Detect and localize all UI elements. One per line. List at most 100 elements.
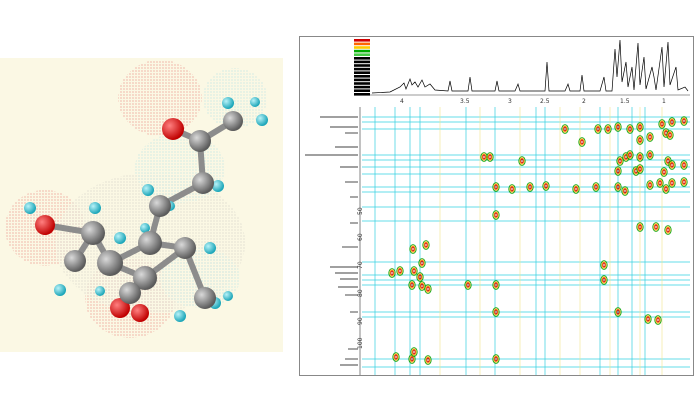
peak-outer — [572, 184, 580, 194]
peak-inner — [668, 132, 672, 138]
peak-inner — [666, 227, 670, 233]
peak-mid — [465, 281, 471, 289]
peak-inner — [682, 179, 686, 185]
peak-outer — [600, 260, 608, 270]
peak-inner — [664, 186, 668, 192]
peak-mid — [519, 157, 525, 165]
peak-mid — [493, 183, 499, 191]
peak-mid — [637, 123, 643, 131]
y-tick: 50 — [357, 207, 364, 215]
peak-inner — [544, 183, 548, 189]
peak-inner — [628, 126, 632, 132]
peak-inner — [494, 309, 498, 315]
peak-mid — [667, 131, 673, 139]
peak-mid — [425, 285, 431, 293]
peak-outer — [396, 266, 404, 276]
peak-mid — [661, 168, 667, 176]
peak-inner — [638, 154, 642, 160]
peak-mid — [637, 223, 643, 231]
legend-swatch — [354, 75, 370, 78]
peak-mid — [543, 182, 549, 190]
peak-outer — [614, 182, 622, 192]
peak-outer — [668, 117, 676, 127]
x-tick: 1 — [662, 98, 666, 105]
peak-outer — [680, 177, 688, 187]
peak-inner — [606, 126, 610, 132]
peak-inner — [638, 224, 642, 230]
legend-swatch — [354, 46, 370, 49]
peak-mid — [593, 183, 599, 191]
peak-mid — [393, 353, 399, 361]
peak-inner — [660, 121, 664, 127]
peak-outer — [578, 137, 586, 147]
peak-inner — [390, 270, 394, 276]
peak-inner — [648, 134, 652, 140]
peak-mid — [615, 183, 621, 191]
peak-outer — [410, 347, 418, 357]
legend-swatch — [354, 82, 370, 85]
peak-outer — [654, 315, 662, 325]
peak-inner — [563, 126, 567, 132]
peak-outer — [422, 240, 430, 250]
peak-mid — [657, 179, 663, 187]
peak-mid — [615, 308, 621, 316]
peak-mid — [615, 167, 621, 175]
peak-outer — [542, 181, 550, 191]
peak-mid — [647, 181, 653, 189]
peak-inner — [420, 283, 424, 289]
peak-inner — [638, 124, 642, 130]
peak-outer — [492, 280, 500, 290]
peak-mid — [627, 151, 633, 159]
peak-outer — [526, 182, 534, 192]
peak-inner — [616, 309, 620, 315]
peak-mid — [627, 125, 633, 133]
peak-outer — [492, 354, 500, 364]
peak-mid — [669, 118, 675, 126]
molecule-3d-view[interactable] — [0, 58, 283, 352]
y-tick: 100 — [357, 337, 364, 349]
peak-outer — [636, 122, 644, 132]
peak-mid — [423, 241, 429, 249]
peak-inner — [670, 119, 674, 125]
nmr-2d-spectrum[interactable]: 4 3.5 3 2.5 2 1.5 1 — [299, 36, 694, 376]
peak-inner — [616, 184, 620, 190]
peak-inner — [510, 186, 514, 192]
peak-inner — [648, 152, 652, 158]
peak-inner — [646, 316, 650, 322]
peak-outer — [636, 135, 644, 145]
peak-mid — [487, 153, 493, 161]
peak-mid — [417, 273, 423, 281]
peak-outer — [518, 156, 526, 166]
peak-mid — [481, 153, 487, 161]
peak-outer — [614, 166, 622, 176]
peak-inner — [638, 166, 642, 172]
legend-swatch — [354, 67, 370, 71]
legend-swatch — [354, 85, 370, 89]
peak-outer — [646, 150, 654, 160]
peak-outer — [592, 182, 600, 192]
peak-inner — [638, 137, 642, 143]
peak-inner — [628, 152, 632, 158]
peak-mid — [579, 138, 585, 146]
peak-inner — [670, 162, 674, 168]
peak-outer — [662, 184, 670, 194]
peak-outer — [664, 225, 672, 235]
peak-outer — [418, 258, 426, 268]
peak-mid — [411, 348, 417, 356]
peak-mid — [681, 161, 687, 169]
peak-mid — [397, 267, 403, 275]
peak-outer — [614, 307, 622, 317]
x-tick: 3.5 — [460, 98, 470, 105]
peak-inner — [658, 180, 662, 186]
peak-outer — [658, 119, 666, 129]
peak-mid — [411, 267, 417, 275]
peak-inner — [670, 180, 674, 186]
peak-mid — [647, 133, 653, 141]
peak-inner — [528, 184, 532, 190]
peak-inner — [574, 186, 578, 192]
peak-inner — [616, 168, 620, 174]
peak-mid — [659, 120, 665, 128]
peak-mid — [493, 355, 499, 363]
legend-swatch — [354, 53, 370, 56]
peak-outer — [464, 280, 472, 290]
